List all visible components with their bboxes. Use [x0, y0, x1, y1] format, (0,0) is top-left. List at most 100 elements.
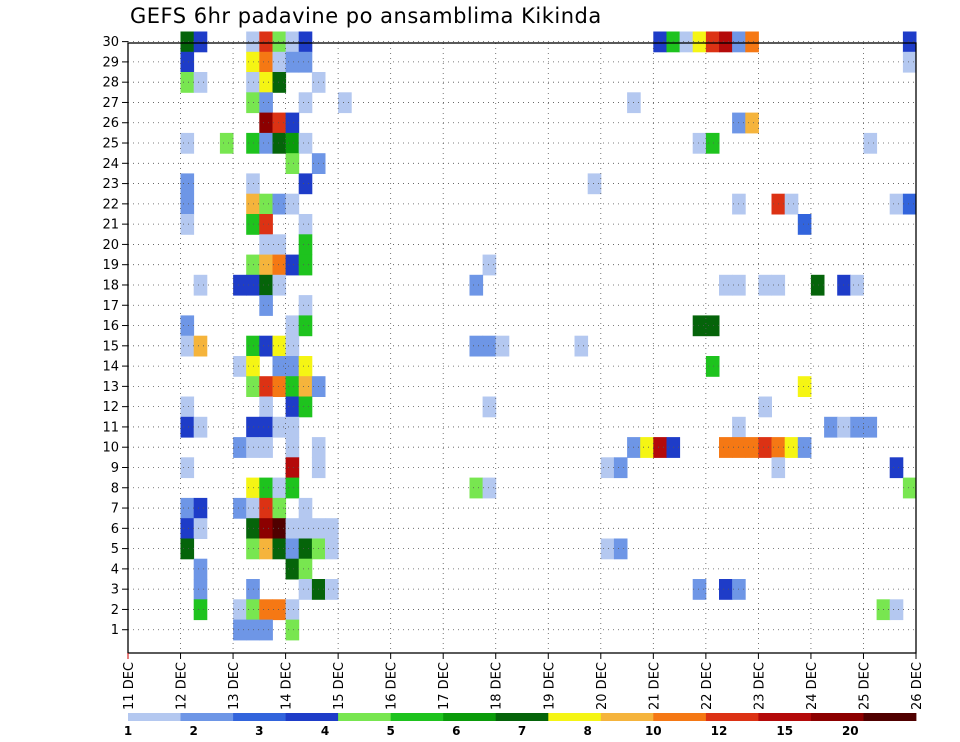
colorbar-label: 20: [842, 724, 859, 738]
data-cell: [285, 599, 300, 621]
data-cell: [298, 497, 313, 519]
data-cell: [272, 497, 287, 519]
data-cell: [259, 112, 273, 134]
colorbar-label: 8: [584, 724, 592, 738]
data-cell: [193, 518, 208, 539]
colorbar-label: 5: [387, 724, 395, 738]
x-tick-label: 19 DEC: [542, 662, 557, 710]
y-tick-label: 18: [102, 278, 119, 293]
data-cell: [259, 437, 273, 458]
data-cell: [259, 72, 273, 93]
y-tick-label: 15: [102, 339, 119, 354]
data-cell: [180, 497, 195, 519]
colorbar-label: 6: [452, 724, 460, 738]
y-tick-label: 6: [111, 522, 119, 537]
colorbar-segment: [600, 713, 654, 721]
x-tick-label: 17 DEC: [437, 662, 452, 710]
x-tick-label: 12 DEC: [175, 662, 190, 710]
data-cell: [889, 193, 904, 215]
colorbar-label: 15: [776, 724, 793, 738]
x-tick-label: 23 DEC: [752, 662, 767, 710]
data-cell: [719, 31, 733, 53]
data-cell: [259, 599, 273, 621]
data-cell: [338, 92, 352, 114]
data-cell: [325, 579, 339, 600]
data-cell: [810, 274, 825, 296]
data-cell: [259, 254, 273, 276]
data-cell: [233, 437, 247, 458]
colorbar-segment: [180, 713, 234, 721]
data-cell: [298, 132, 313, 154]
data-cell: [193, 416, 208, 438]
data-cell: [180, 31, 195, 53]
data-cell: [285, 315, 300, 337]
data-cell: [180, 51, 195, 73]
data-cell: [495, 335, 510, 357]
data-cell: [219, 132, 234, 154]
data-cell: [285, 132, 300, 154]
y-tick-label: 8: [111, 481, 119, 496]
data-cell: [272, 599, 287, 621]
data-cell: [298, 92, 313, 114]
data-cell: [259, 31, 273, 53]
data-cell: [180, 538, 195, 560]
data-cell: [692, 132, 707, 154]
data-cell: [850, 416, 864, 438]
data-cell: [325, 538, 339, 560]
data-cell: [600, 538, 615, 560]
y-tick-label: 16: [102, 319, 119, 334]
data-cell: [259, 396, 273, 418]
colorbar-segment: [128, 713, 181, 721]
x-tick-label: 15 DEC: [332, 662, 347, 710]
colorbar-label: 3: [255, 724, 263, 738]
data-cell: [298, 295, 313, 316]
data-cell: [325, 518, 339, 539]
data-cell: [272, 234, 287, 256]
data-cell: [692, 315, 707, 337]
data-cell: [193, 599, 208, 621]
data-cell: [180, 335, 195, 357]
data-cell: [797, 214, 812, 235]
data-cell: [259, 214, 273, 235]
data-cell: [180, 72, 195, 93]
colorbar-label: 7: [518, 724, 526, 738]
data-cell: [889, 599, 904, 621]
data-cell: [797, 376, 812, 397]
y-tick-label: 5: [111, 542, 119, 557]
data-cell: [259, 193, 273, 215]
data-cell: [233, 274, 247, 296]
data-cell: [259, 295, 273, 316]
colorbar-segment: [758, 713, 812, 721]
data-cell: [285, 416, 300, 438]
data-cell: [272, 51, 287, 73]
colorbar-segment: [548, 713, 602, 721]
y-tick-label: 13: [102, 380, 119, 395]
data-cell: [298, 518, 313, 539]
data-cell: [692, 31, 707, 53]
y-tick-label: 20: [102, 238, 119, 253]
y-tick-label: 29: [102, 55, 119, 70]
data-cell: [745, 31, 759, 53]
y-tick-label: 2: [111, 603, 119, 618]
y-tick-label: 28: [102, 76, 119, 91]
y-tick-label: 24: [102, 157, 119, 172]
y-tick-label: 12: [102, 400, 119, 415]
data-cell: [863, 132, 878, 154]
data-cell: [272, 72, 287, 93]
colorbar-segment: [338, 713, 391, 721]
data-cell: [797, 437, 812, 458]
y-tick-label: 7: [111, 502, 119, 517]
data-cell: [272, 31, 287, 53]
x-tick-label: 24 DEC: [805, 662, 820, 710]
data-cell: [824, 416, 838, 438]
data-cell: [259, 92, 273, 114]
data-cell: [705, 356, 720, 377]
data-cell: [259, 132, 273, 154]
data-cell: [482, 477, 497, 499]
data-cell: [784, 193, 799, 215]
x-tick-label: 13 DEC: [227, 662, 242, 710]
y-tick-label: 25: [102, 137, 119, 152]
data-cell: [272, 416, 287, 438]
data-cell: [193, 274, 208, 296]
